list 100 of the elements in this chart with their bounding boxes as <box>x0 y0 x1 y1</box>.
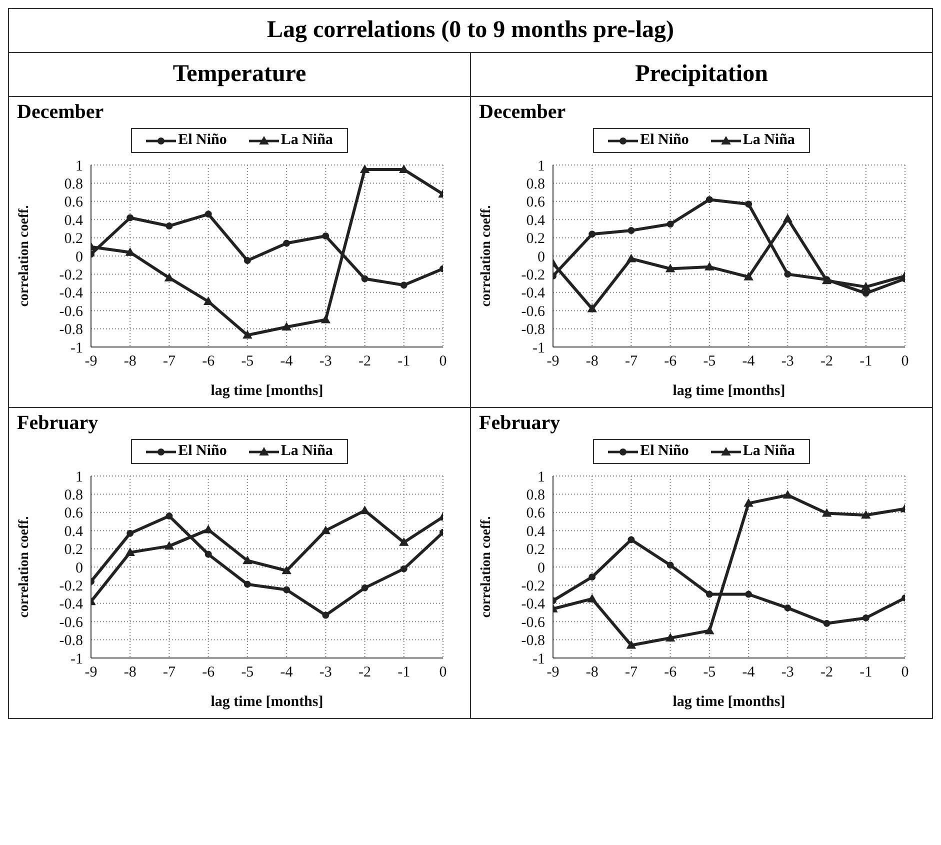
x-tick-label: -5 <box>241 664 254 681</box>
point <box>588 594 597 602</box>
legend-label: La Niña <box>280 132 333 149</box>
x-tick-label: -9 <box>546 664 560 681</box>
point <box>744 498 754 507</box>
point <box>400 282 408 289</box>
y-tick-label: -0.6 <box>521 614 546 631</box>
x-tick-label: -4 <box>742 664 756 681</box>
y-axis-title: correlation coeff. <box>16 516 32 618</box>
x-tick-label: -8 <box>586 664 598 681</box>
y-tick-label: 0.6 <box>64 506 84 522</box>
point <box>666 264 675 272</box>
point <box>861 282 870 290</box>
y-tick-label: -0.6 <box>59 614 84 631</box>
point <box>862 614 870 622</box>
chart-subtitle: December <box>17 101 105 124</box>
point <box>126 530 134 537</box>
y-tick-label: 1 <box>538 469 545 486</box>
y-tick-label: 0.2 <box>526 542 545 558</box>
point <box>706 590 713 598</box>
point <box>399 538 408 546</box>
y-tick-label: -0.2 <box>521 268 545 284</box>
legend-label: El Niño <box>640 132 689 149</box>
point <box>244 257 251 264</box>
y-tick-label: -0.6 <box>521 304 546 320</box>
legend-label: El Niño <box>640 443 689 460</box>
point <box>283 586 290 594</box>
point <box>626 254 636 262</box>
y-tick-label: 0.6 <box>526 506 546 522</box>
point <box>166 222 173 230</box>
point <box>628 227 635 234</box>
y-tick-label: 0.2 <box>64 542 83 558</box>
y-tick-label: -0.8 <box>521 322 545 338</box>
point <box>361 584 368 592</box>
y-axis-title: correlation coeff. <box>16 205 32 307</box>
point <box>704 626 714 634</box>
x-tick-label: -7 <box>162 354 176 370</box>
text: Lag correlations (0 to 9 months pre-lag) <box>266 17 674 43</box>
y-tick-label: 1 <box>538 158 545 174</box>
legend-label: La Niña <box>280 443 333 460</box>
x-tick-label: -5 <box>703 664 716 681</box>
x-tick-label: -2 <box>820 354 834 370</box>
x-axis-title: lag time [months] <box>672 694 786 710</box>
point <box>242 330 252 339</box>
point <box>126 548 135 556</box>
legend-label: El Niño <box>178 443 227 460</box>
y-tick-label: -0.4 <box>59 286 84 302</box>
y-tick-label: -1 <box>70 340 83 356</box>
point <box>744 272 754 280</box>
point <box>628 536 635 544</box>
y-tick-label: -0.8 <box>59 633 83 650</box>
x-tick-label: -8 <box>124 664 136 681</box>
chart-subtitle: February <box>17 412 100 435</box>
x-tick-label: -6 <box>202 354 216 370</box>
legend-label: El Niño <box>178 132 227 149</box>
x-tick-label: -9 <box>84 354 98 370</box>
x-tick-label: -3 <box>319 664 332 681</box>
y-tick-label: 0.6 <box>526 194 546 211</box>
y-tick-label: 0 <box>76 560 83 576</box>
y-tick-label: 0 <box>76 249 83 266</box>
point <box>321 526 330 534</box>
x-tick-label: -8 <box>586 354 598 370</box>
point <box>126 214 134 222</box>
y-tick-label: -0.8 <box>59 322 83 338</box>
point <box>282 322 292 330</box>
y-tick-label: 0.4 <box>526 212 546 229</box>
y-tick-label: 0.4 <box>526 524 546 540</box>
point <box>244 580 251 588</box>
x-tick-label: 0 <box>439 354 447 370</box>
x-tick-label: -6 <box>664 664 678 681</box>
x-tick-label: -9 <box>546 354 560 370</box>
legend-label: La Niña <box>742 132 795 149</box>
y-tick-label: -1 <box>532 340 545 356</box>
x-tick-label: -7 <box>162 664 176 681</box>
x-axis-title: lag time [months] <box>210 383 324 399</box>
point <box>822 508 832 517</box>
point <box>862 290 870 297</box>
y-tick-label: -0.8 <box>521 633 545 650</box>
x-tick-label: -3 <box>781 354 794 370</box>
point <box>400 565 408 572</box>
chart-subtitle: December <box>479 101 567 124</box>
y-tick-label: 0 <box>538 560 545 576</box>
x-tick-label: -1 <box>398 664 410 681</box>
chart-subtitle: February <box>479 412 562 435</box>
point <box>783 214 792 222</box>
y-tick-label: 0 <box>538 249 545 266</box>
y-tick-label: -0.2 <box>59 268 83 284</box>
x-tick-label: -5 <box>703 354 716 370</box>
y-tick-label: 0.4 <box>64 524 84 540</box>
point <box>282 566 292 574</box>
point <box>283 240 290 247</box>
x-tick-label: -3 <box>319 354 332 370</box>
x-tick-label: 0 <box>439 664 447 681</box>
point <box>666 562 674 569</box>
point <box>204 550 212 558</box>
point <box>322 232 330 240</box>
legend-label: La Niña <box>742 443 795 460</box>
x-tick-label: -6 <box>664 354 678 370</box>
point <box>588 304 597 312</box>
x-tick-label: -1 <box>860 664 872 681</box>
